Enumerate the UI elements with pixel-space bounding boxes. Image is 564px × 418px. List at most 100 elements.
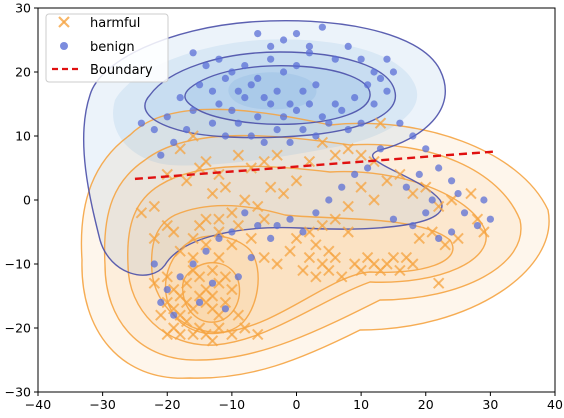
benign-point bbox=[409, 132, 417, 140]
benign-point bbox=[157, 298, 165, 306]
harmful-point-stroke bbox=[381, 175, 393, 187]
harmful-point-stroke bbox=[323, 264, 335, 277]
harmful-point bbox=[310, 271, 322, 283]
harmful-point-stroke bbox=[368, 258, 380, 270]
benign-point bbox=[157, 151, 165, 159]
harmful-point bbox=[394, 264, 406, 277]
benign-point bbox=[279, 113, 288, 121]
legend: harmful benign Boundary bbox=[45, 13, 169, 83]
benign-point bbox=[286, 100, 294, 108]
harmful-point bbox=[329, 149, 341, 161]
benign-point bbox=[241, 62, 249, 70]
legend-harmful-label: harmful bbox=[90, 16, 140, 31]
harmful-contour-1 bbox=[103, 134, 522, 361]
benign-point bbox=[234, 119, 242, 127]
y-tick-label: −20 bbox=[5, 321, 31, 336]
benign-point bbox=[448, 228, 456, 236]
harmful-point-stroke bbox=[239, 194, 251, 206]
harmful-point-stroke bbox=[168, 303, 180, 315]
harmful-point-stroke bbox=[310, 271, 322, 283]
harmful-point bbox=[148, 232, 161, 245]
harmful-point bbox=[452, 232, 464, 245]
benign-point bbox=[338, 106, 346, 114]
harmful-point-stroke bbox=[161, 219, 173, 232]
benign-point bbox=[383, 55, 391, 63]
y-tick-label: 0 bbox=[23, 193, 31, 208]
harmful-point-stroke bbox=[374, 117, 387, 129]
harmful-point bbox=[226, 328, 238, 341]
harmful-point-stroke bbox=[161, 296, 173, 309]
harmful-point-stroke bbox=[200, 155, 212, 168]
harmful-point-stroke bbox=[336, 271, 348, 283]
benign-point bbox=[389, 215, 398, 223]
harmful-point bbox=[303, 251, 316, 264]
harmful-point-stroke bbox=[232, 309, 245, 321]
harmful-point-stroke bbox=[180, 175, 193, 187]
harmful-point bbox=[258, 155, 270, 168]
benign-point bbox=[357, 119, 365, 127]
harmful-point bbox=[413, 232, 425, 245]
harmful-point bbox=[271, 149, 283, 161]
harmful-point-stroke bbox=[180, 277, 193, 289]
harmful-point-stroke bbox=[355, 181, 367, 193]
benign-point bbox=[273, 87, 281, 95]
harmful-point bbox=[232, 149, 245, 161]
harmful-point-stroke bbox=[219, 181, 232, 193]
harmful-point-stroke bbox=[206, 303, 219, 315]
harmful-point-stroke bbox=[394, 264, 406, 277]
benign-point bbox=[318, 113, 326, 121]
harmful-point bbox=[290, 232, 303, 245]
x-tick-label: 20 bbox=[418, 397, 434, 412]
benign-point bbox=[241, 209, 249, 217]
benign-point bbox=[389, 68, 398, 76]
harmful-point bbox=[478, 226, 490, 238]
harmful-point-stroke bbox=[329, 149, 341, 161]
harmful-point-stroke bbox=[303, 251, 316, 264]
harmful-point bbox=[239, 194, 251, 206]
harmful-point bbox=[213, 168, 225, 181]
benign-density-fill-0 bbox=[83, 20, 446, 276]
harmful-point-stroke bbox=[426, 226, 438, 238]
harmful-point-stroke bbox=[413, 232, 425, 245]
harmful-point-stroke bbox=[245, 162, 257, 174]
harmful-point-stroke bbox=[187, 251, 199, 264]
harmful-point bbox=[445, 194, 458, 206]
harmful-point-stroke bbox=[400, 251, 413, 264]
benign-point bbox=[176, 94, 184, 102]
harmful-point-stroke bbox=[206, 187, 219, 200]
harmful-point-stroke bbox=[465, 187, 477, 200]
benign-contour-0 bbox=[82, 19, 446, 276]
benign-point bbox=[215, 55, 223, 63]
harmful-point-stroke bbox=[323, 245, 335, 257]
benign-point bbox=[176, 273, 184, 281]
benign-point bbox=[163, 286, 171, 294]
benign-contour-1 bbox=[144, 51, 396, 139]
harmful-point bbox=[323, 245, 335, 257]
benign-point bbox=[370, 68, 378, 76]
harmful-point bbox=[213, 213, 225, 225]
benign-point bbox=[363, 81, 372, 89]
density-fill-layer bbox=[81, 20, 550, 379]
harmful-point-stroke bbox=[316, 136, 329, 149]
benign-point bbox=[402, 183, 410, 191]
harmful-point-stroke bbox=[232, 149, 245, 161]
benign-point bbox=[241, 94, 249, 102]
benign-point bbox=[247, 132, 255, 140]
benign-point bbox=[415, 170, 423, 178]
legend-harmful-marker bbox=[58, 16, 70, 28]
benign-point bbox=[228, 228, 236, 236]
harmful-point-stroke bbox=[200, 239, 212, 251]
harmful-point-stroke bbox=[297, 264, 309, 277]
harmful-point-stroke bbox=[258, 251, 270, 264]
harmful-point-stroke bbox=[180, 315, 193, 328]
harmful-point-stroke bbox=[348, 258, 361, 270]
points-layer bbox=[135, 23, 494, 347]
harmful-point bbox=[239, 322, 251, 334]
harmful-point-stroke bbox=[187, 130, 199, 142]
harmful-point bbox=[187, 232, 199, 245]
harmful-point bbox=[180, 277, 193, 289]
harmful-point-stroke bbox=[226, 283, 238, 296]
harmful-point-stroke bbox=[316, 219, 329, 232]
harmful-point-stroke bbox=[174, 328, 186, 341]
benign-point bbox=[480, 196, 488, 204]
